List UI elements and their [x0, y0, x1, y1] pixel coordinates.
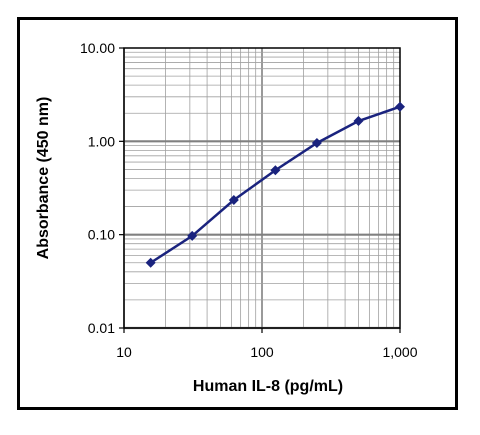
data-point — [228, 195, 239, 206]
x-tick-labels: 10 100 1,000 — [116, 344, 418, 360]
data-point — [145, 257, 156, 268]
data-point — [353, 116, 364, 127]
series-markers — [145, 101, 405, 268]
data-point — [270, 165, 281, 176]
data-point — [395, 101, 405, 112]
x-tick-label: 1,000 — [382, 344, 417, 360]
series-line — [149, 105, 401, 264]
y-tick-labels: 10.00 1.00 0.10 0.01 — [80, 40, 115, 336]
chart-frame — [17, 17, 458, 410]
data-point — [187, 230, 198, 241]
grid — [123, 48, 400, 330]
y-tick-label: 0.01 — [88, 320, 115, 336]
axis-tick-marks — [119, 47, 401, 333]
x-tick-label: 10 — [116, 344, 132, 360]
data-point — [311, 137, 322, 148]
x-axis-title: Human IL-8 (pg/mL) — [193, 378, 343, 395]
x-tick-label: 100 — [250, 344, 274, 360]
y-tick-label: 0.10 — [88, 227, 115, 243]
y-tick-label: 1.00 — [88, 133, 115, 149]
y-tick-label: 10.00 — [80, 40, 115, 56]
y-axis-title: Absorbance (450 nm) — [35, 97, 52, 260]
